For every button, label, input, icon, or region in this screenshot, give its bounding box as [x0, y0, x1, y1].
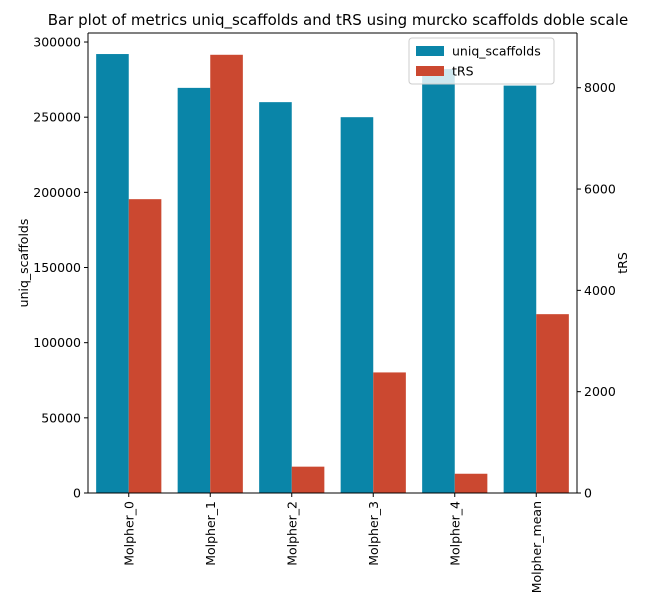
left-tick-label: 0 — [73, 486, 81, 501]
x-tick-label: Molpher_3 — [366, 501, 381, 566]
left-tick-label: 150000 — [33, 260, 81, 275]
bar-uniq-scaffolds — [503, 85, 537, 493]
right-tick-label: 2000 — [584, 384, 616, 399]
right-tick-label: 8000 — [584, 80, 616, 95]
x-axis-ticks: Molpher_0 Molpher_1 Molpher_2 Molpher_3 Molp… — [121, 493, 544, 593]
left-tick-label: 100000 — [33, 335, 81, 350]
bar-uniq-scaffolds — [177, 87, 211, 494]
x-tick-label: Molpher_mean — [529, 501, 544, 593]
legend-label: uniq_scaffolds — [452, 44, 541, 59]
bar-trs — [536, 314, 569, 493]
legend-frame — [408, 37, 555, 85]
bar-uniq-scaffolds — [422, 69, 455, 493]
right-axis-title: tRS — [615, 252, 630, 274]
chart-title: Bar plot of metrics uniq_scaffolds and t… — [48, 11, 629, 30]
right-axis-ticks: 0 2000 4000 6000 8000 — [577, 80, 616, 501]
right-tick-label: 6000 — [584, 182, 616, 197]
bar-trs — [454, 473, 488, 493]
legend-label: tRS — [452, 64, 474, 79]
trs-bars — [128, 54, 569, 493]
legend: uniq_scaffolds tRS — [408, 37, 555, 85]
left-tick-label: 250000 — [33, 110, 81, 125]
right-tick-label: 4000 — [584, 283, 616, 298]
bar-uniq-scaffolds — [259, 102, 292, 493]
bar-uniq-scaffolds — [340, 117, 374, 493]
legend-swatch — [416, 66, 444, 76]
legend-swatch — [416, 46, 444, 56]
right-tick-label: 0 — [584, 486, 592, 501]
left-axis-ticks: 0 50000 100000 150000 200000 250000 300000 — [33, 35, 88, 501]
bar-trs — [291, 466, 325, 493]
x-tick-label: Molpher_2 — [284, 501, 299, 566]
bar-trs — [373, 372, 406, 493]
axes — [87, 32, 578, 494]
left-tick-label: 300000 — [33, 35, 81, 50]
bar-trs — [128, 199, 162, 493]
uniq-scaffolds-bars — [96, 54, 537, 494]
left-tick-label: 200000 — [33, 185, 81, 200]
left-tick-label: 50000 — [41, 410, 81, 425]
bar-uniq-scaffolds — [96, 54, 129, 494]
x-tick-label: Molpher_4 — [447, 501, 462, 566]
x-tick-label: Molpher_1 — [203, 501, 218, 566]
left-axis-title: uniq_scaffolds — [16, 219, 31, 308]
bar-trs — [210, 54, 243, 493]
x-tick-label: Molpher_0 — [121, 501, 136, 566]
